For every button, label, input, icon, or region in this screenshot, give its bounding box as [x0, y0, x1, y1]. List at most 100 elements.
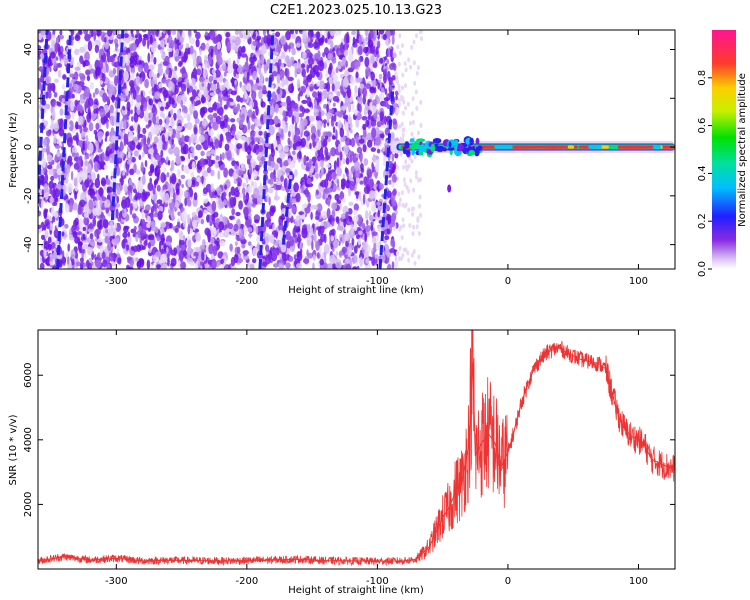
noise-cell	[251, 114, 256, 119]
noise-cell	[252, 70, 258, 81]
noise-cell	[354, 161, 361, 172]
noise-cell	[392, 118, 397, 125]
noise-cell	[63, 223, 69, 229]
noise-cell	[107, 30, 113, 37]
noise-cell	[93, 129, 98, 135]
noise-cell	[290, 30, 294, 35]
noise-cell	[309, 106, 313, 112]
noise-cell	[281, 213, 285, 221]
noise-cell	[268, 118, 274, 126]
noise-cell	[317, 154, 322, 162]
noise-cell	[228, 143, 234, 151]
noise-cell	[144, 78, 149, 89]
noise-cell	[228, 263, 232, 269]
noise-cell	[186, 86, 190, 95]
noise-cell	[148, 89, 153, 95]
signal-blob	[409, 143, 417, 150]
noise-cell	[252, 258, 257, 264]
noise-cell	[77, 206, 83, 215]
noise-cell	[167, 113, 172, 118]
colorbar-ticks: 0.00.20.40.60.8	[697, 70, 712, 277]
noise-cell	[362, 144, 367, 153]
noise-cell	[132, 89, 137, 100]
noise-cell	[351, 30, 357, 36]
noise-cell	[329, 30, 336, 37]
noise-cell	[244, 71, 247, 79]
noise-cell	[333, 52, 336, 58]
noise-cell	[201, 106, 208, 114]
noise-cell	[367, 115, 371, 121]
noise-cell	[329, 108, 334, 114]
noise-cell	[265, 142, 270, 148]
noise-cell	[303, 258, 310, 264]
noise-cell	[136, 30, 140, 36]
noise-cell	[43, 183, 49, 194]
noise-cell	[379, 57, 384, 64]
noise-cell	[134, 257, 139, 262]
noise-cell	[89, 68, 96, 74]
noise-cell	[352, 254, 358, 264]
noise-cell	[46, 221, 51, 230]
noise-cell	[345, 157, 350, 165]
noise-cell	[403, 61, 407, 67]
noise-cell	[396, 165, 400, 171]
noise-cell	[234, 163, 238, 170]
noise-cell	[132, 122, 139, 130]
noise-cell	[194, 155, 198, 161]
noise-cell	[156, 184, 161, 192]
noise-cell	[306, 86, 310, 98]
noise-cell	[183, 51, 189, 62]
noise-cell	[245, 55, 249, 63]
noise-cell	[330, 242, 333, 250]
noise-cell	[49, 222, 54, 231]
x-tick-label: -300	[105, 276, 128, 287]
noise-cell	[96, 206, 102, 216]
noise-cell	[113, 237, 120, 245]
noise-cell	[184, 78, 190, 83]
noise-cell	[364, 232, 368, 243]
noise-cell	[396, 250, 399, 256]
noise-cell	[324, 221, 331, 228]
noise-cell	[279, 70, 286, 78]
noise-cell	[194, 181, 200, 187]
noise-cell	[276, 43, 281, 49]
noise-cell	[160, 106, 165, 112]
noise-cell	[285, 68, 290, 79]
noise-cell	[303, 108, 310, 113]
noise-cell	[295, 115, 300, 124]
noise-cell	[294, 169, 298, 177]
noise-cell	[43, 224, 47, 231]
noise-cell	[350, 137, 356, 148]
noise-cell	[80, 260, 84, 265]
noise-cell	[357, 95, 363, 106]
noise-cell	[155, 251, 162, 258]
noise-cell	[258, 152, 263, 158]
noise-cell	[140, 161, 144, 173]
noise-cell	[47, 236, 52, 244]
noise-cell	[336, 199, 342, 205]
noise-cell	[363, 176, 368, 187]
noise-cell	[246, 262, 251, 268]
noise-cell	[170, 175, 177, 185]
noise-cell	[252, 169, 258, 180]
noise-cell	[242, 243, 245, 249]
noise-cell	[38, 224, 42, 229]
noise-cell	[79, 46, 85, 53]
noise-cell	[257, 85, 263, 91]
noise-cell	[347, 247, 352, 257]
noise-cell	[293, 111, 300, 117]
noise-cell	[415, 105, 419, 111]
noise-cell	[162, 113, 166, 119]
noise-cell	[92, 217, 97, 227]
signal-band-core	[567, 145, 575, 149]
noise-cell	[44, 230, 49, 239]
noise-cell	[335, 129, 338, 141]
noise-cell	[299, 242, 303, 250]
noise-cell	[105, 175, 109, 180]
noise-cell	[384, 56, 387, 61]
noise-cell	[244, 61, 249, 72]
noise-cell	[166, 247, 169, 254]
signal-band-core	[494, 145, 507, 149]
noise-cell	[38, 45, 42, 50]
